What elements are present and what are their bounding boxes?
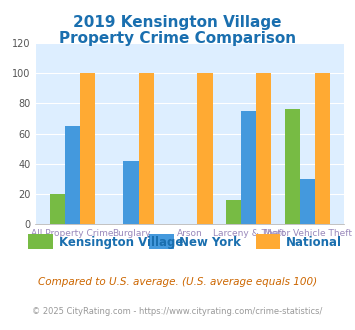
- Text: © 2025 CityRating.com - https://www.cityrating.com/crime-statistics/: © 2025 CityRating.com - https://www.city…: [32, 307, 323, 316]
- Bar: [226, 200, 241, 224]
- Bar: [300, 179, 315, 224]
- Bar: [241, 111, 256, 224]
- Bar: [124, 161, 138, 224]
- Text: Kensington Village: Kensington Village: [59, 236, 183, 249]
- Bar: [315, 73, 330, 224]
- Bar: [256, 73, 272, 224]
- Text: Property Crime Comparison: Property Crime Comparison: [59, 31, 296, 46]
- Bar: [65, 126, 80, 224]
- Bar: [197, 73, 213, 224]
- Bar: [80, 73, 95, 224]
- Bar: [50, 194, 65, 224]
- Bar: [285, 110, 300, 224]
- Text: National: National: [286, 236, 342, 249]
- Text: 2019 Kensington Village: 2019 Kensington Village: [73, 15, 282, 30]
- Text: New York: New York: [179, 236, 241, 249]
- Text: Compared to U.S. average. (U.S. average equals 100): Compared to U.S. average. (U.S. average …: [38, 277, 317, 287]
- Bar: [138, 73, 154, 224]
